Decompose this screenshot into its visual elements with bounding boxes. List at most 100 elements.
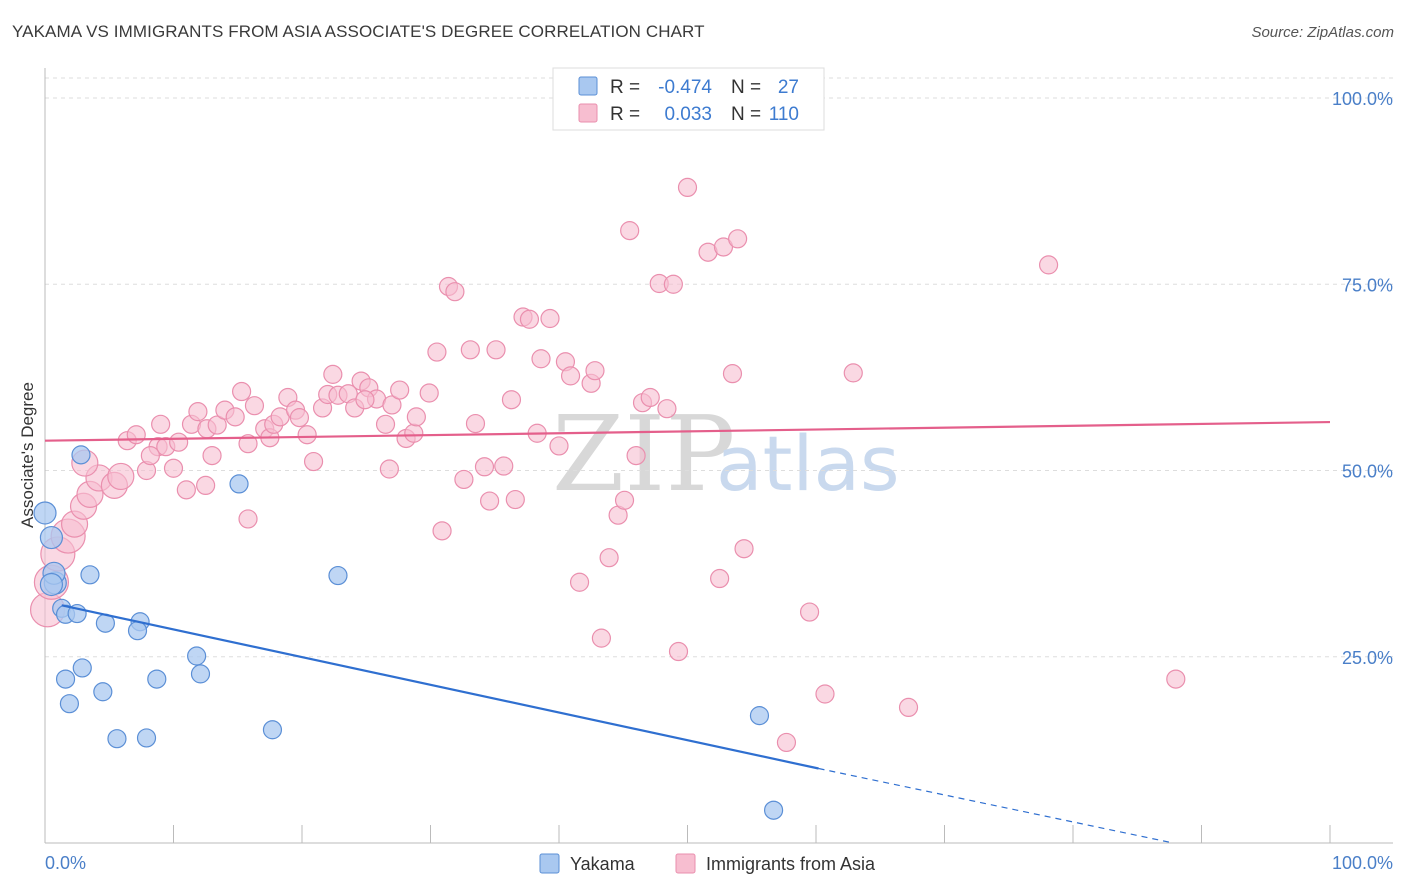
asia-point-76 xyxy=(591,628,612,648)
stats-n-value-asia: 110 xyxy=(769,104,799,125)
stats-r-value-yakama: -0.474 xyxy=(658,77,712,98)
stats-swatch-yakama xyxy=(578,76,598,96)
asia-point-15 xyxy=(169,432,189,452)
stats-n-value-yakama: 27 xyxy=(778,77,799,98)
stats-swatch-asia xyxy=(578,103,598,123)
asia-point-52 xyxy=(419,383,439,403)
yakama-point-7 xyxy=(80,565,100,585)
stats-n-label-asia: N = xyxy=(731,104,761,125)
asia-point-102 xyxy=(196,475,216,495)
asia-point-98 xyxy=(898,697,919,718)
asia-point-9 xyxy=(107,462,135,491)
x-tick-label-min: 0.0% xyxy=(45,853,86,873)
yakama-point-23 xyxy=(749,706,770,726)
asia-point-34 xyxy=(289,408,310,428)
asia-point-84 xyxy=(657,399,677,419)
asia-point-82 xyxy=(640,387,660,408)
asia-point-60 xyxy=(480,491,500,511)
stats-n-label-yakama: N = xyxy=(731,77,761,98)
yakama-points xyxy=(33,445,784,820)
asia-point-48 xyxy=(390,380,410,400)
legend-swatch-yakama xyxy=(539,853,560,874)
yakama-point-22 xyxy=(262,720,283,740)
stats-r-value-asia: 0.033 xyxy=(664,104,712,125)
yakama-trend-extension xyxy=(818,767,1174,844)
x-tick-label-max: 100.0% xyxy=(1332,853,1393,873)
stats-r-label-asia: R = xyxy=(610,104,640,125)
asia-point-69 xyxy=(540,308,560,329)
asia-point-59 xyxy=(474,457,495,477)
asia-point-22 xyxy=(207,415,227,435)
asia-point-93 xyxy=(734,539,754,559)
stats-box: R = -0.474 N = 27 R = 0.033 N = 110 xyxy=(552,67,825,131)
asia-trend-line xyxy=(44,420,1331,442)
asia-point-66 xyxy=(519,309,540,329)
legend: Yakama Immigrants from Asia xyxy=(539,853,876,874)
asia-point-79 xyxy=(614,490,635,510)
yakama-point-11 xyxy=(328,565,348,586)
asia-point-70 xyxy=(549,436,569,456)
watermark-atlas: atlas xyxy=(716,419,900,508)
yakama-point-24 xyxy=(763,800,784,820)
stats-r-label-yakama: R = xyxy=(610,77,640,98)
asia-point-106 xyxy=(140,446,160,466)
yakama-point-2 xyxy=(71,445,91,465)
asia-point-91 xyxy=(722,364,743,384)
yakama-point-1 xyxy=(39,525,64,550)
y-tick-label-50: 50.0% xyxy=(1342,462,1393,482)
asia-point-16 xyxy=(163,458,184,478)
yakama-point-16 xyxy=(93,682,113,702)
stats-box-frame xyxy=(552,67,825,131)
yakama-point-17 xyxy=(147,669,167,689)
asia-point-80 xyxy=(620,221,640,241)
chart-title: YAKAMA VS IMMIGRANTS FROM ASIA ASSOCIATE… xyxy=(12,22,705,41)
asia-point-85 xyxy=(663,274,683,294)
axis-layer xyxy=(44,68,1393,844)
y-tick-label-100: 100.0% xyxy=(1332,89,1393,109)
asia-point-109 xyxy=(626,446,646,466)
yakama-point-13 xyxy=(55,669,76,689)
asia-point-55 xyxy=(445,282,465,302)
yakama-point-18 xyxy=(187,646,207,666)
asia-point-58 xyxy=(465,413,486,434)
asia-point-86 xyxy=(668,641,689,662)
y-axis-label: Associate's Degree xyxy=(18,382,37,528)
asia-point-108 xyxy=(432,521,452,541)
yakama-point-21 xyxy=(136,728,157,748)
asia-point-104 xyxy=(355,390,375,410)
asia-point-26 xyxy=(238,434,258,454)
legend-label-asia: Immigrants from Asia xyxy=(706,854,876,874)
asia-point-95 xyxy=(799,602,820,622)
legend-label-yakama: Yakama xyxy=(570,854,636,874)
asia-point-96 xyxy=(815,684,835,704)
asia-point-61 xyxy=(486,340,506,360)
asia-point-51 xyxy=(406,407,426,427)
asia-point-68 xyxy=(531,349,551,369)
asia-point-11 xyxy=(126,425,146,445)
asia-point-24 xyxy=(225,407,245,427)
asia-point-92 xyxy=(728,229,748,249)
asia-point-72 xyxy=(560,366,581,386)
trend-lines xyxy=(44,420,1331,844)
y-tick-labels: 25.0% 50.0% 75.0% 100.0% xyxy=(1332,89,1393,668)
asia-point-46 xyxy=(375,414,396,434)
asia-point-39 xyxy=(323,364,343,384)
asia-point-53 xyxy=(427,342,447,362)
asia-point-73 xyxy=(569,572,590,592)
asia-point-64 xyxy=(505,489,525,510)
yakama-point-20 xyxy=(107,729,127,749)
asia-point-19 xyxy=(188,402,208,422)
asia-point-17 xyxy=(176,480,196,500)
y-tick-label-75: 75.0% xyxy=(1342,275,1393,295)
asia-point-62 xyxy=(494,456,514,476)
yakama-point-15 xyxy=(59,694,80,714)
asia-point-97 xyxy=(843,363,863,383)
asia-point-50 xyxy=(404,423,424,443)
asia-point-56 xyxy=(454,469,474,490)
asia-point-94 xyxy=(776,732,797,753)
asia-point-100 xyxy=(1166,669,1186,689)
asia-point-77 xyxy=(599,548,619,568)
asia-point-47 xyxy=(382,395,402,415)
yakama-point-14 xyxy=(72,658,92,678)
